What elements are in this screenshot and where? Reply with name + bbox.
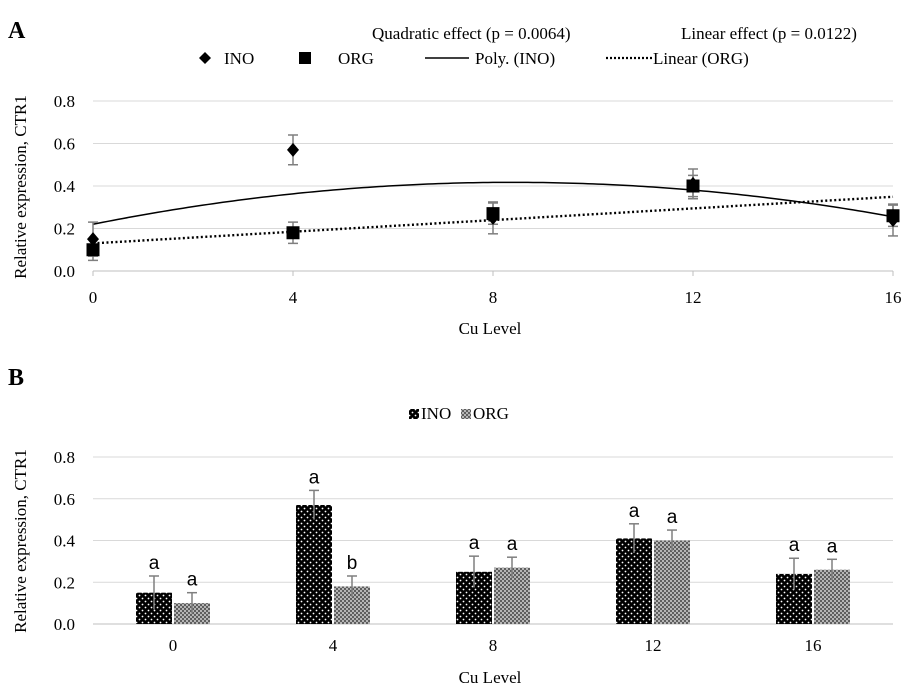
panel-b-y-axis-title: Relative expression, CTR1: [11, 449, 30, 633]
panel-a-chart: A Quadratic effect (p = 0.0064) Linear e…: [8, 18, 902, 338]
panel-b-x-tick-label: 12: [645, 636, 662, 655]
panel-b-x-tick-label: 0: [169, 636, 178, 655]
panel-a-legend: INO ORG Poly. (INO) Linear (ORG): [199, 49, 749, 68]
panel-b-legend: INO ORG: [409, 404, 509, 423]
panel-b-y-tick-label: 0.4: [54, 532, 76, 551]
panel-a-y-axis-title: Relative expression, CTR1: [11, 95, 30, 279]
org-point: [486, 207, 500, 221]
ino-point: [87, 232, 99, 247]
panel-b-x-tick-label: 8: [489, 636, 498, 655]
org-point: [86, 243, 100, 257]
panel-a-x-tick-label: 12: [685, 288, 702, 307]
panel-b-y-tick-label: 0.2: [54, 573, 75, 592]
panel-b-chart: B INO ORG a a a b a a a a a a 0.0 0.2 0.4 0.6 0.8 0 4 8 1…: [8, 365, 893, 687]
panel-a-y-tick-label: 0.4: [54, 177, 76, 196]
panel-b-x-tick-label: 4: [329, 636, 338, 655]
legend-org-label: ORG: [338, 49, 374, 68]
panel-a-x-tick-label: 0: [89, 288, 98, 307]
panel-a-x-tick-label: 8: [489, 288, 498, 307]
panel-a-x-axis-title: Cu Level: [459, 319, 522, 338]
panel-a-y-tick-label: 0.6: [54, 135, 75, 154]
legend-b-ino-label: INO: [421, 404, 451, 423]
panel-b-y-tick-label: 0.8: [54, 448, 75, 467]
trendline-poly-ino: [92, 181, 894, 225]
panel-a-y-tick-label: 0.8: [54, 92, 75, 111]
panel-a-y-tick-label: 0.2: [54, 220, 75, 239]
legend-b-org-swatch: [461, 409, 471, 419]
panel-a-y-tick-label: 0.0: [54, 262, 75, 281]
significance-letter: a: [309, 467, 320, 488]
significance-letter: a: [667, 507, 678, 528]
legend-linear-label: Linear (ORG): [653, 49, 749, 68]
legend-poly-label: Poly. (INO): [475, 49, 555, 68]
org-point: [886, 209, 900, 223]
significance-letter: a: [827, 536, 838, 557]
legend-ino-label: INO: [224, 49, 254, 68]
significance-letter: a: [629, 501, 640, 522]
significance-letter: a: [469, 533, 480, 554]
panel-a-label: A: [8, 18, 26, 44]
org-point: [286, 226, 300, 240]
significance-letter: b: [347, 553, 358, 574]
legend-org-marker: [299, 52, 311, 64]
legend-ino-marker: [199, 52, 211, 64]
significance-letter: a: [789, 535, 800, 556]
panel-a-x-tick-label: 4: [289, 288, 298, 307]
ino-point: [287, 142, 299, 157]
org-bar: [654, 540, 690, 624]
annotation-linear: Linear effect (p = 0.0122): [681, 24, 857, 43]
legend-b-org-label: ORG: [473, 404, 509, 423]
panel-b-x-axis-title: Cu Level: [459, 668, 522, 687]
significance-letter: a: [507, 534, 518, 555]
org-point: [686, 179, 700, 193]
legend-b-ino-swatch: [409, 409, 419, 419]
panel-b-x-tick-label: 16: [805, 636, 822, 655]
panel-b-label: B: [8, 365, 24, 391]
significance-letter: a: [149, 553, 160, 574]
panel-b-y-tick-label: 0.6: [54, 490, 75, 509]
significance-letter: a: [187, 570, 198, 591]
panel-a-x-tick-label: 16: [885, 288, 902, 307]
annotation-quadratic: Quadratic effect (p = 0.0064): [372, 24, 571, 43]
panel-b-y-tick-label: 0.0: [54, 615, 75, 634]
ino-bar: [296, 505, 332, 624]
